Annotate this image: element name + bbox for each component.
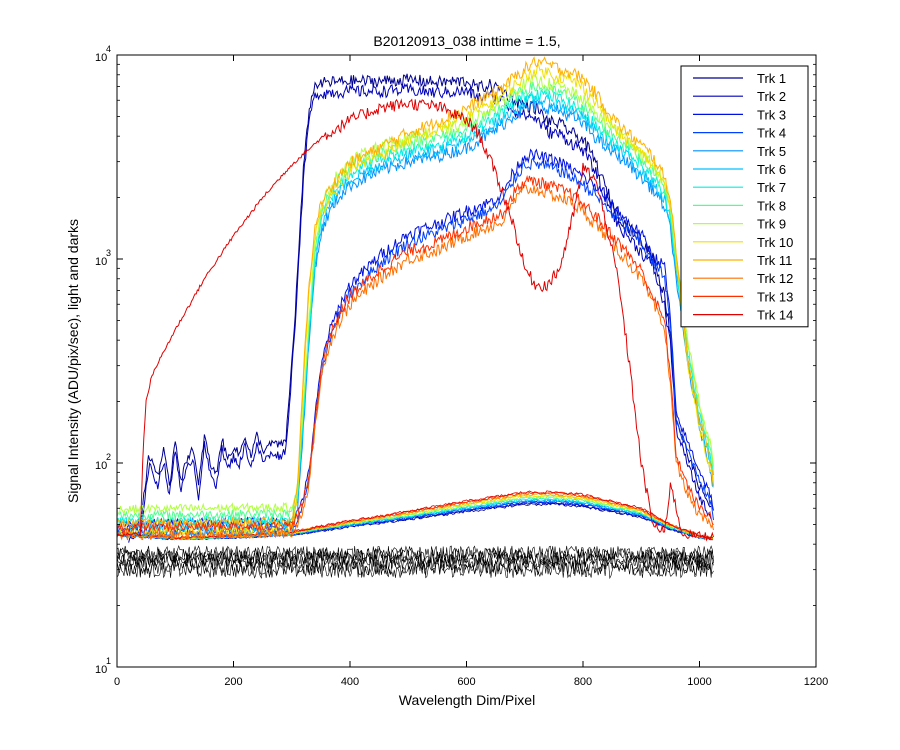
series-line-trk-13 [117,174,714,534]
x-tick-label: 600 [457,676,475,688]
x-tick-label: 800 [574,676,592,688]
x-tick-label: 1200 [804,676,828,688]
series-line-trk-12 [117,184,714,541]
series-line-trk-10 [117,62,714,538]
legend-label: Trk 3 [757,107,786,122]
y-tick-label-base: 10 [95,256,107,268]
legend-label: Trk 5 [757,144,786,159]
series-line-trk-9 [117,74,714,515]
series-line-trk-7 [117,89,714,527]
legend-label: Trk 13 [757,289,793,304]
legend-box [680,65,809,328]
chart-title: B20120913_038 inttime = 1.5, [373,33,560,49]
series-line-trk-6 [117,93,714,534]
legend-label: Trk 4 [757,126,786,141]
dim-track-line-10 [117,494,714,540]
y-tick-label-exponent: 4 [106,44,111,54]
legend-label: Trk 8 [757,198,786,213]
dark-frame-line-6 [117,550,714,568]
y-tick-label-base: 10 [95,460,107,472]
y-tick-label-exponent: 3 [106,248,111,258]
legend-label: Trk 14 [757,308,793,323]
legend-label: Trk 7 [757,180,786,195]
legend-label: Trk 12 [757,271,793,286]
series-line-trk-11 [117,56,714,530]
y-tick-label-exponent: 2 [106,452,111,462]
dark-frame-line-4 [117,561,714,580]
x-tick-label: 0 [114,676,120,688]
x-tick-label: 1000 [687,676,711,688]
y-tick-label-exponent: 1 [106,656,111,666]
series-line-trk-1 [128,73,712,536]
y-tick-label-base: 10 [95,52,107,64]
legend-label: Trk 11 [757,253,792,268]
legend-label: Trk 1 [757,71,786,86]
series-line-trk-14 [117,98,714,542]
legend-label: Trk 6 [757,162,786,177]
y-axis-label: Signal Intensity (ADU/pix/sec), light an… [65,219,81,503]
legend: Trk 1 Trk 2 Trk 3 Trk 4 Trk 5 Trk 6 Trk 7 Trk 8… [680,65,809,328]
x-tick-label: 400 [341,676,359,688]
x-axis-label: Wavelength Dim/Pixel [399,692,535,708]
legend-label: Trk 2 [757,89,786,104]
legend-label: Trk 10 [757,235,793,250]
series-layer [117,56,714,580]
x-tick-label: 200 [224,676,242,688]
y-tick-label-base: 10 [95,664,107,676]
legend-label: Trk 9 [757,217,786,232]
dim-track-line-14 [117,490,714,540]
